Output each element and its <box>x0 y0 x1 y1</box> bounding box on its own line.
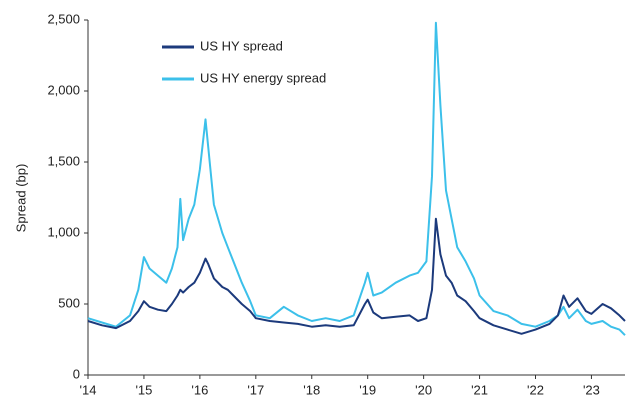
x-tick-label: '14 <box>80 382 97 397</box>
legend-label: US HY spread <box>200 38 283 53</box>
y-tick-label: 1,000 <box>47 224 80 239</box>
x-tick-label: '20 <box>415 382 432 397</box>
x-tick-label: '22 <box>527 382 544 397</box>
y-tick-label: 500 <box>58 295 80 310</box>
series-line <box>87 217 626 335</box>
x-tick-label: '19 <box>359 382 376 397</box>
x-tick-label: '21 <box>471 382 488 397</box>
y-tick-label: 2,500 <box>47 11 80 26</box>
y-tick-label: 2,000 <box>47 82 80 97</box>
x-tick-label: '23 <box>583 382 600 397</box>
series-line <box>87 21 626 336</box>
x-tick-label: '15 <box>135 382 152 397</box>
x-tick-label: '18 <box>303 382 320 397</box>
legend-label: US HY energy spread <box>200 70 326 85</box>
y-axis-label: Spread (bp) <box>13 164 28 233</box>
x-tick-label: '16 <box>191 382 208 397</box>
x-tick-label: '17 <box>247 382 264 397</box>
y-tick-label: 0 <box>73 366 80 381</box>
y-tick-label: 1,500 <box>47 153 80 168</box>
